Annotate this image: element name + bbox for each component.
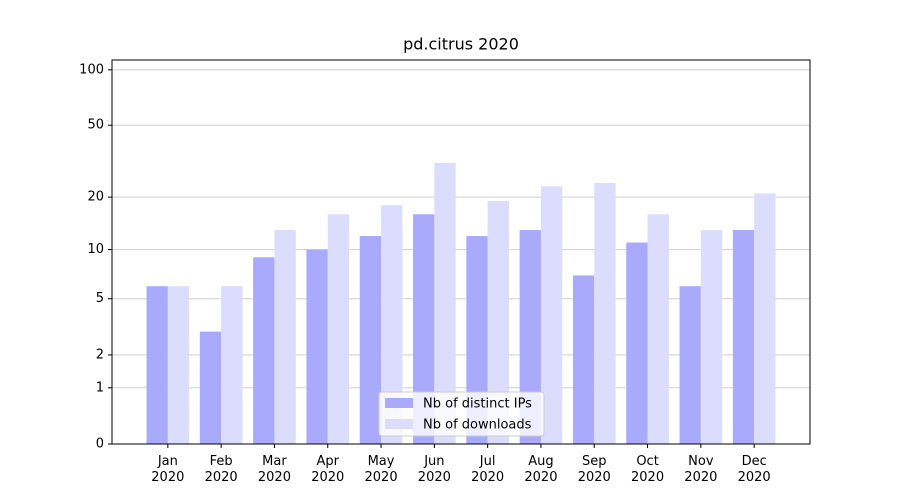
bar xyxy=(327,214,350,444)
bar xyxy=(274,230,296,444)
bar xyxy=(487,201,509,444)
y-tick-label: 100 xyxy=(79,62,104,77)
x-tick-label-line: Jan xyxy=(157,454,178,469)
x-tick-label-line: 2020 xyxy=(151,470,184,485)
bar xyxy=(413,214,435,444)
x-tick-label-line: 2020 xyxy=(738,470,771,485)
y-tick-label: 2 xyxy=(96,347,104,362)
x-tick-label: Sep 2020 xyxy=(578,454,611,485)
x-tick-label-line: Apr xyxy=(316,454,339,469)
legend-swatch xyxy=(385,419,413,429)
bar xyxy=(306,249,328,444)
bar xyxy=(519,230,541,444)
bar xyxy=(647,214,669,444)
x-tick-label-line: 2020 xyxy=(684,470,717,485)
x-tick-label-line: Jul xyxy=(479,454,496,469)
bar xyxy=(146,286,168,444)
bar xyxy=(754,193,776,444)
legend-box xyxy=(378,391,545,437)
bar xyxy=(540,186,563,444)
y-tick-label: 50 xyxy=(87,118,104,133)
bar xyxy=(253,257,275,444)
x-tick-label-line: 2020 xyxy=(365,470,398,485)
y-tick-label: 10 xyxy=(87,242,104,257)
x-tick-label: Jan 2020 xyxy=(151,454,184,485)
x-tick-label-line: 2020 xyxy=(258,470,291,485)
legend: Nb of distinct IPs Nb of downloads xyxy=(378,391,545,437)
x-tick-label-line: Sep xyxy=(582,454,607,469)
legend-label: Nb of downloads xyxy=(423,418,532,433)
bar xyxy=(381,205,403,444)
x-tick-label: Oct 2020 xyxy=(631,454,664,485)
x-tick-label-line: Dec xyxy=(742,454,767,469)
x-tick-label: Mar 2020 xyxy=(258,454,291,485)
bar xyxy=(199,331,222,444)
bar xyxy=(167,286,190,444)
x-tick-label-line: 2020 xyxy=(524,470,557,485)
x-tick-label: Feb 2020 xyxy=(205,454,238,485)
x-tick-label-line: Oct xyxy=(636,454,658,469)
x-tick-label: Aug 2020 xyxy=(524,454,557,485)
bar xyxy=(572,275,595,444)
x-tick-label-line: May xyxy=(368,454,395,469)
x-tick-label: Jun 2020 xyxy=(418,454,451,485)
x-tick-label-line: Feb xyxy=(210,454,233,469)
y-tick-label: 5 xyxy=(96,291,104,306)
x-tick-label-line: Mar xyxy=(262,454,287,469)
bar xyxy=(434,163,456,444)
bar xyxy=(700,230,723,444)
legend-label: Nb of distinct IPs xyxy=(423,397,532,412)
bar xyxy=(359,236,382,444)
y-tick-label: 1 xyxy=(96,380,104,395)
y-tick-label: 20 xyxy=(87,190,104,205)
x-tick-label-line: 2020 xyxy=(578,470,611,485)
plot-frame xyxy=(111,59,811,445)
x-tick-label: Jul 2020 xyxy=(471,454,504,485)
bar xyxy=(626,242,648,444)
x-tick-label: Nov 2020 xyxy=(684,454,717,485)
x-tick-label-line: 2020 xyxy=(205,470,238,485)
x-tick-label-line: 2020 xyxy=(471,470,504,485)
chart-title: pd.citrus 2020 xyxy=(403,35,519,54)
x-tick-label-line: 2020 xyxy=(418,470,451,485)
x-tick-label: Apr 2020 xyxy=(311,454,344,485)
bar xyxy=(594,183,616,445)
x-tick-label-line: Nov xyxy=(688,454,714,469)
bar xyxy=(679,286,701,444)
bar xyxy=(732,230,755,444)
x-tick-label: May 2020 xyxy=(365,454,398,485)
bar xyxy=(221,286,243,444)
x-tick-label: Dec 2020 xyxy=(738,454,771,485)
x-tick-label-line: 2020 xyxy=(631,470,664,485)
y-tick-label: 0 xyxy=(96,437,104,452)
legend-swatch xyxy=(385,398,413,408)
x-tick-label-line: Jun xyxy=(423,454,444,469)
x-tick-label-line: 2020 xyxy=(311,470,344,485)
x-tick-label-line: Aug xyxy=(528,454,553,469)
